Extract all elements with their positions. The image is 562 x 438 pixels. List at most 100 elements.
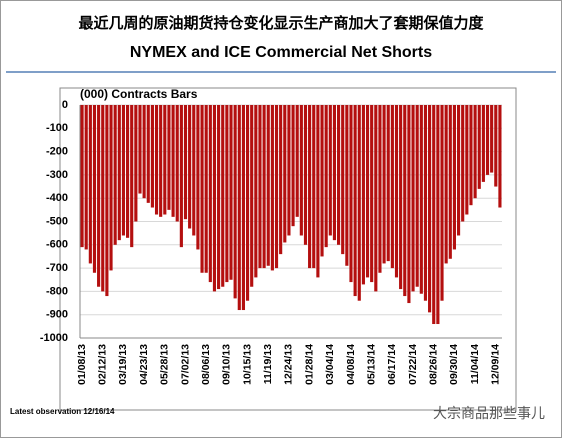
bar <box>188 105 192 229</box>
bar <box>303 105 308 245</box>
bar <box>117 105 121 241</box>
bar <box>101 105 105 292</box>
bar <box>262 105 266 269</box>
bar <box>299 105 303 236</box>
bar <box>349 105 353 283</box>
bar <box>469 105 473 206</box>
bar <box>328 105 332 236</box>
bar <box>337 105 341 245</box>
bar <box>374 105 378 292</box>
y-tick-label: -600 <box>46 239 68 251</box>
bar <box>386 105 390 262</box>
bar <box>365 105 370 278</box>
bar <box>308 105 312 269</box>
bar <box>477 105 481 189</box>
bar <box>461 105 465 222</box>
bar <box>465 105 469 215</box>
x-tick-label: 06/17/14 <box>386 344 398 385</box>
bar <box>481 105 485 182</box>
bar <box>121 105 126 236</box>
bar <box>473 105 477 199</box>
bar <box>250 105 254 287</box>
bar <box>415 105 419 287</box>
bar <box>167 105 171 210</box>
y-axis-label: (000) Contracts Bars <box>80 87 198 101</box>
bar <box>221 105 225 287</box>
y-tick-label: -900 <box>46 309 68 321</box>
bar <box>163 105 167 215</box>
bar <box>266 105 270 266</box>
bar <box>159 105 163 217</box>
bar <box>183 105 188 220</box>
bar <box>84 105 88 250</box>
bar <box>452 105 456 250</box>
bar <box>270 105 274 271</box>
bar <box>175 105 179 222</box>
bar <box>88 105 92 264</box>
bar <box>353 105 357 297</box>
bar <box>97 105 101 287</box>
bar <box>233 105 237 299</box>
bar <box>179 105 183 248</box>
x-tick-label: 11/19/13 <box>262 344 274 384</box>
bar <box>316 105 320 278</box>
y-tick-label: -200 <box>46 146 68 158</box>
bar <box>456 105 461 236</box>
bar <box>150 105 154 208</box>
bar <box>419 105 423 294</box>
x-tick-label: 07/22/14 <box>407 344 419 385</box>
bar <box>237 105 241 311</box>
x-tick-label: 08/06/13 <box>200 344 212 385</box>
bar <box>171 105 175 217</box>
bar <box>428 105 432 313</box>
bar <box>274 105 279 269</box>
bar <box>204 105 208 273</box>
bar <box>312 105 316 269</box>
bar <box>494 105 498 187</box>
bar <box>113 105 117 245</box>
bar <box>444 105 448 264</box>
x-tick-label: 08/26/14 <box>428 344 440 385</box>
bar <box>92 105 97 273</box>
bar <box>423 105 428 301</box>
x-tick-label: 04/08/14 <box>345 344 357 385</box>
bar <box>287 105 291 236</box>
bar <box>411 105 415 292</box>
bar <box>341 105 345 255</box>
bar <box>490 105 494 173</box>
bar <box>485 105 490 175</box>
bar <box>357 105 361 301</box>
x-tick-label: 12/24/13 <box>283 344 295 385</box>
bar <box>403 105 407 297</box>
bar <box>436 105 440 325</box>
bar <box>394 105 399 278</box>
x-tick-label: 01/08/13 <box>76 344 88 385</box>
bar <box>241 105 245 311</box>
x-tick-label: 10/15/13 <box>241 344 253 385</box>
y-tick-label: -700 <box>46 262 68 274</box>
y-tick-label: -100 <box>46 122 68 134</box>
bar <box>154 105 159 215</box>
x-tick-label: 04/23/13 <box>138 344 150 385</box>
x-tick-label: 07/02/13 <box>179 344 191 385</box>
bar <box>399 105 403 290</box>
bar <box>138 105 142 194</box>
x-tick-label: 01/28/14 <box>303 344 315 385</box>
bar <box>212 105 217 292</box>
bar <box>378 105 382 273</box>
bar <box>440 105 444 301</box>
bar <box>225 105 229 283</box>
bar <box>258 105 262 269</box>
bar <box>196 105 200 250</box>
bar <box>229 105 233 280</box>
bar <box>134 105 138 222</box>
x-tick-label: 09/30/14 <box>448 344 460 385</box>
bar <box>283 105 287 243</box>
y-tick-label: -400 <box>46 192 68 204</box>
bar <box>200 105 204 273</box>
bar <box>407 105 411 304</box>
bar <box>254 105 258 278</box>
bar <box>279 105 283 255</box>
y-tick-label: -1000 <box>40 332 68 344</box>
bar <box>130 105 134 248</box>
